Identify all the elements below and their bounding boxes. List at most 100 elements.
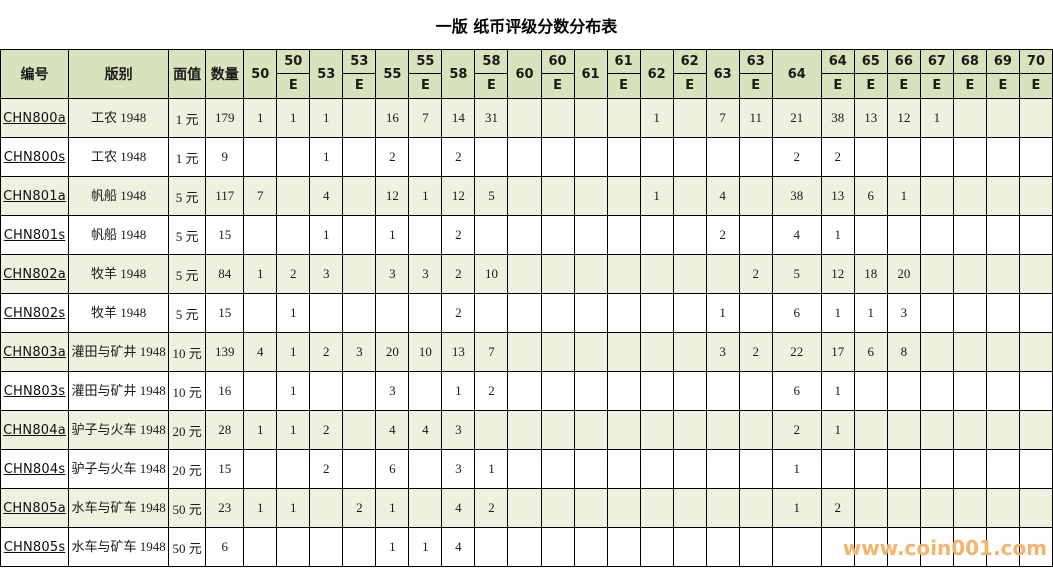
- cell-grade-count: [606, 371, 641, 411]
- cell-grade-count: [606, 293, 641, 333]
- cell-grade-count: [342, 215, 377, 255]
- grade-suffix-label: E: [420, 78, 430, 93]
- cell-grade-count: [573, 254, 608, 294]
- cell-code[interactable]: CHN804s: [0, 449, 70, 489]
- cell-grade-count: 2: [705, 215, 740, 255]
- header-cell-grade-61: 61: [573, 49, 608, 99]
- cell-grade-count: [507, 488, 542, 528]
- cell-grade-count: [672, 98, 707, 138]
- cell-grade-count: [243, 449, 278, 489]
- cell-grade-count: 1: [243, 254, 278, 294]
- cell-grade-count: [573, 527, 608, 567]
- cell-code[interactable]: CHN802s: [0, 293, 70, 333]
- cell-grade-count: [919, 137, 954, 177]
- catalog-code-link[interactable]: CHN800a: [3, 110, 66, 126]
- cell-grade-count: [919, 449, 954, 489]
- cell-grade-count: [342, 527, 377, 567]
- cell-grade-count: [276, 137, 311, 177]
- cell-code[interactable]: CHN800s: [0, 137, 70, 177]
- cell-grade-count: [639, 410, 674, 450]
- cell-code[interactable]: CHN805a: [0, 488, 70, 528]
- header-cell-grade-63-e: 63 E: [738, 49, 773, 99]
- cell-grade-count: [1018, 254, 1053, 294]
- cell-grade-count: 1: [243, 410, 278, 450]
- cell-grade-count: 2: [771, 137, 822, 177]
- cell-grade-count: 4: [441, 527, 476, 567]
- header-cell-grade-62: 62: [639, 49, 674, 99]
- cell-code[interactable]: CHN801s: [0, 215, 70, 255]
- cell-grade-count: 1: [886, 176, 921, 216]
- cell-grade-count: [952, 527, 987, 567]
- cell-grade-count: 1: [820, 215, 855, 255]
- cell-grade-count: 1: [309, 215, 344, 255]
- catalog-code-link[interactable]: CHN800s: [3, 149, 66, 165]
- cell-grade-count: [738, 293, 773, 333]
- cell-grade-count: [573, 137, 608, 177]
- cell-grade-count: [672, 293, 707, 333]
- header-cell-grade-50-e: 50 E: [276, 49, 311, 99]
- cell-grade-count: [672, 527, 707, 567]
- cell-grade-count: [738, 215, 773, 255]
- cell-grade-count: 10: [474, 254, 509, 294]
- cell-grade-count: [309, 293, 344, 333]
- cell-code[interactable]: CHN800a: [0, 98, 70, 138]
- cell-grade-count: [952, 98, 987, 138]
- cell-grade-count: [919, 527, 954, 567]
- cell-grade-count: 2: [441, 137, 476, 177]
- catalog-code-link[interactable]: CHN803s: [3, 383, 66, 399]
- cell-grade-count: [672, 137, 707, 177]
- table-row: CHN804a 驴子与火车 1948 20 元 28 1 1 2 4 4 3 2 1: [0, 410, 1053, 450]
- cell-grade-count: 16: [375, 98, 410, 138]
- cell-grade-count: [540, 293, 575, 333]
- table-row: CHN804s 驴子与火车 1948 20 元 15 2 6 3 1 1: [0, 449, 1053, 489]
- catalog-code-link[interactable]: CHN801a: [3, 188, 66, 204]
- cell-grade-count: [276, 176, 311, 216]
- cell-grade-count: [985, 332, 1020, 372]
- cell-code[interactable]: CHN803a: [0, 332, 70, 372]
- cell-code[interactable]: CHN802a: [0, 254, 70, 294]
- cell-code[interactable]: CHN804a: [0, 410, 70, 450]
- cell-grade-count: [639, 488, 674, 528]
- cell-grade-count: [309, 371, 344, 411]
- cell-grade-count: 3: [441, 410, 476, 450]
- catalog-code-link[interactable]: CHN801s: [3, 227, 66, 243]
- catalog-code-link[interactable]: CHN802a: [3, 266, 66, 282]
- cell-grade-count: [507, 332, 542, 372]
- cell-code[interactable]: CHN803s: [0, 371, 70, 411]
- grade-suffix-label: E: [833, 78, 843, 93]
- catalog-code-link[interactable]: CHN804a: [3, 422, 66, 438]
- cell-grade-count: [853, 371, 888, 411]
- cell-grade-count: [540, 410, 575, 450]
- cell-code[interactable]: CHN805s: [0, 527, 70, 567]
- cell-quantity: 6: [205, 527, 245, 567]
- cell-grade-count: [507, 254, 542, 294]
- catalog-code-link[interactable]: CHN802s: [3, 305, 66, 321]
- cell-grade-count: 2: [342, 488, 377, 528]
- cell-grade-count: 7: [474, 332, 509, 372]
- cell-grade-count: [342, 410, 377, 450]
- cell-grade-count: 1: [705, 293, 740, 333]
- cell-grade-count: 12: [886, 98, 921, 138]
- grade-number-label: 70: [1020, 51, 1052, 74]
- cell-grade-count: [375, 293, 410, 333]
- cell-grade-count: [952, 215, 987, 255]
- cell-denomination: 5 元: [168, 176, 207, 216]
- cell-grade-count: [1018, 410, 1053, 450]
- grade-suffix-label: E: [965, 78, 975, 93]
- cell-denomination: 20 元: [168, 410, 207, 450]
- catalog-code-link[interactable]: CHN805a: [3, 500, 66, 516]
- cell-grade-count: [342, 371, 377, 411]
- catalog-code-link[interactable]: CHN805s: [3, 539, 66, 555]
- cell-code[interactable]: CHN801a: [0, 176, 70, 216]
- grade-number-label: 53: [343, 51, 375, 74]
- cell-grade-count: [1018, 449, 1053, 489]
- catalog-code-link[interactable]: CHN804s: [3, 461, 66, 477]
- grade-number-label: 69: [987, 51, 1019, 74]
- header-cell-grade-66-e: 66 E: [886, 49, 921, 99]
- cell-grade-count: [639, 254, 674, 294]
- header-cell-grade-60: 60: [507, 49, 542, 99]
- cell-grade-count: [820, 449, 855, 489]
- catalog-code-link[interactable]: CHN803a: [3, 344, 66, 360]
- grade-number-label: 60: [542, 51, 574, 74]
